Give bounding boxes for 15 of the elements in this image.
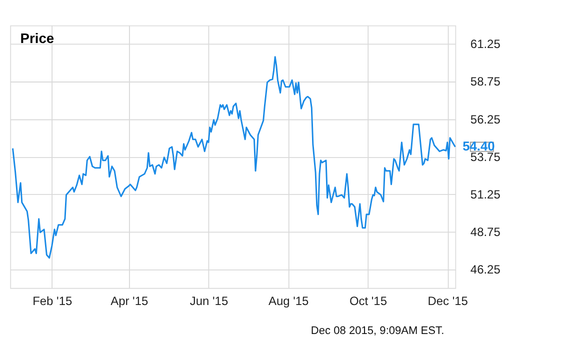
y-tick-label: 46.25 bbox=[470, 262, 501, 276]
x-tick-label: Oct '15 bbox=[349, 294, 388, 308]
x-tick-label: Apr '15 bbox=[110, 294, 148, 308]
x-tick-label: Aug '15 bbox=[268, 294, 310, 308]
y-tick-label: 48.75 bbox=[470, 224, 501, 239]
x-tick-label: Dec '15 bbox=[428, 294, 468, 308]
text: Dec 08 2015, 9:09AM EST. bbox=[310, 325, 444, 338]
y-tick-label: 56.25 bbox=[470, 112, 501, 126]
y-tick-label: 61.25 bbox=[470, 37, 501, 52]
x-tick-label: Feb '15 bbox=[32, 294, 72, 308]
y-tick-label: 51.25 bbox=[470, 187, 501, 202]
x-tick-label: Jun '15 bbox=[190, 294, 228, 308]
line-series bbox=[12, 56, 456, 259]
chart-title: Price bbox=[20, 30, 54, 46]
y-tick-label: 58.75 bbox=[470, 74, 501, 89]
